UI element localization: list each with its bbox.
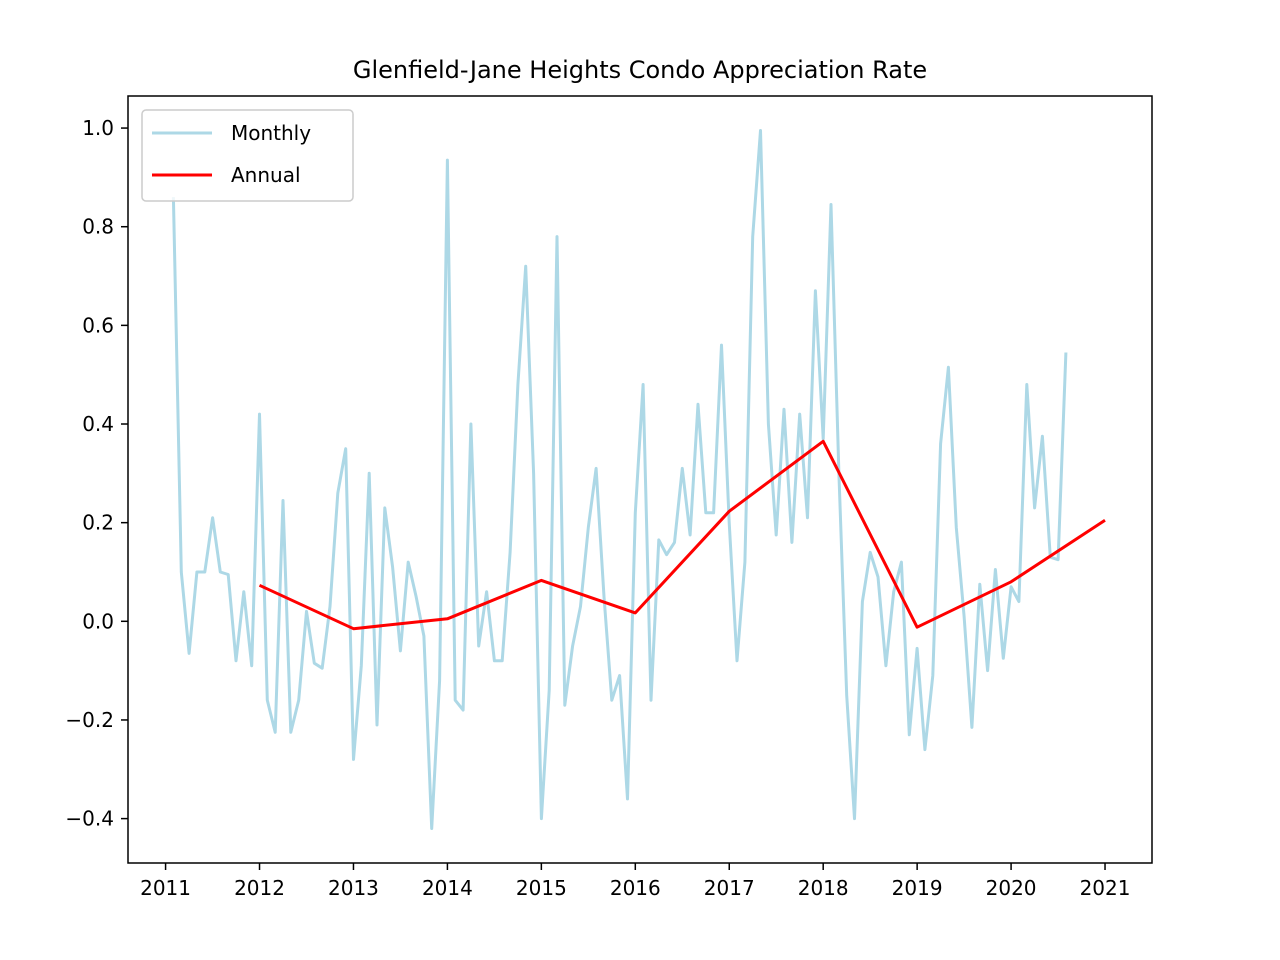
- y-tick-label: 0.0: [82, 609, 114, 633]
- x-tick-label: 2015: [516, 876, 567, 900]
- axes-layer: 2011 2012 2013 2014 2015 2016 2017 2018 2019 2020…: [65, 116, 1130, 900]
- y-tick-label: −0.2: [65, 708, 114, 732]
- x-tick-label: 2021: [1080, 876, 1131, 900]
- legend-label-monthly: Monthly: [231, 121, 311, 145]
- x-tick-label: 2017: [704, 876, 755, 900]
- legend: Monthly Annual: [141, 109, 354, 202]
- series-line-annual: [258, 439, 1106, 631]
- y-tick-label: 0.2: [82, 511, 114, 535]
- y-tick-label: 0.4: [82, 412, 114, 436]
- x-tick-label: 2012: [234, 876, 285, 900]
- y-tick-label: 0.8: [82, 215, 114, 239]
- series-line-monthly: [171, 129, 1068, 830]
- series-layer: [171, 129, 1106, 830]
- x-tick-label: 2019: [892, 876, 943, 900]
- y-tick-label: 1.0: [82, 116, 114, 140]
- y-tick-label: −0.4: [65, 807, 114, 831]
- y-tick-label: 0.6: [82, 313, 114, 337]
- legend-label-annual: Annual: [231, 163, 301, 187]
- plot-frame: [127, 95, 1153, 864]
- x-tick-label: 2011: [140, 876, 191, 900]
- x-tick-label: 2014: [422, 876, 473, 900]
- x-tick-label: 2013: [328, 876, 379, 900]
- x-tick-label: 2020: [986, 876, 1037, 900]
- x-tick-label: 2018: [798, 876, 849, 900]
- chart-title: Glenfield-Jane Heights Condo Appreciatio…: [353, 56, 927, 84]
- x-tick-label: 2016: [610, 876, 661, 900]
